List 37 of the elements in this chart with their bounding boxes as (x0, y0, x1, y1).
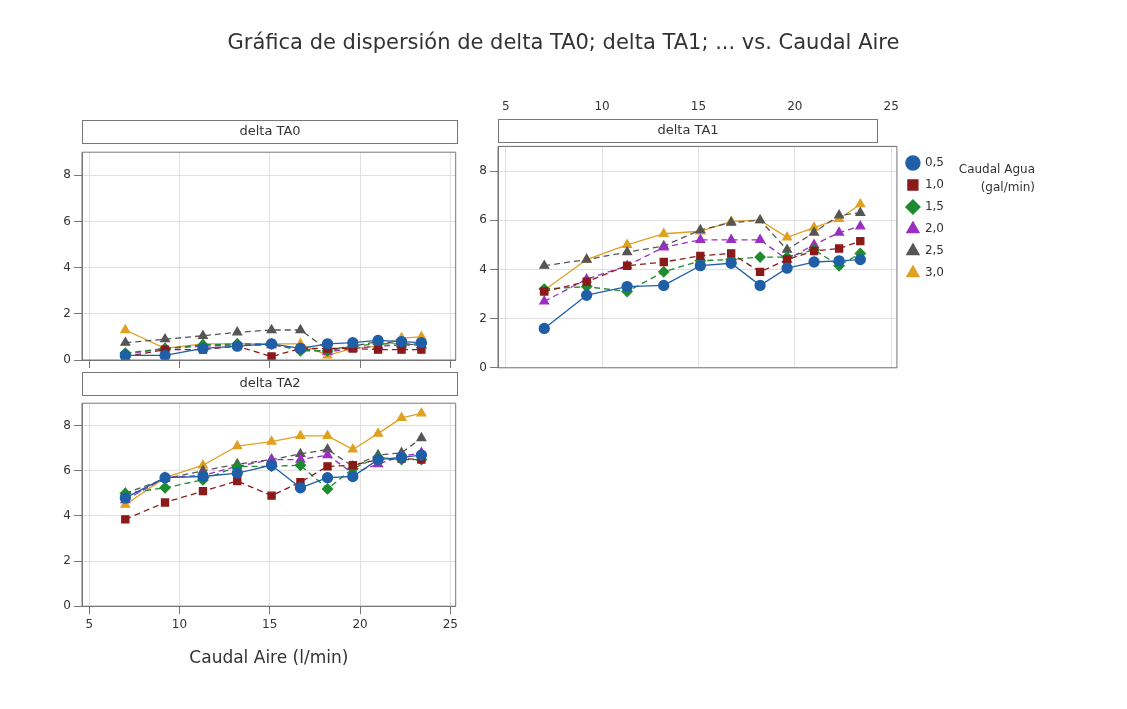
y-tick-label: 0 (63, 352, 71, 367)
y-tick-label: 8 (63, 417, 71, 432)
y-tick-label: 4 (479, 261, 487, 276)
y-tick-label: 6 (63, 462, 71, 477)
x2-tick-label: 10 (594, 99, 610, 114)
x-tick-label: 20 (352, 616, 368, 631)
x-tick-label: 5 (85, 616, 94, 631)
legend-title: Caudal Agua (gal/min) (958, 162, 1035, 194)
y-tick-label: 2 (63, 305, 71, 320)
x2-tick-label: 5 (501, 99, 510, 114)
x-axis-title: Caudal Aire (l/min) (189, 647, 349, 668)
y-tick-label: 0 (63, 598, 71, 613)
y-tick-label: 0 (479, 359, 487, 374)
x-tick-label: 15 (262, 616, 278, 631)
legend-label: 2,0 (924, 221, 945, 236)
y-tick-label: 8 (479, 163, 487, 178)
legend-label: 3,0 (924, 265, 945, 280)
x2-tick-label: 20 (787, 99, 803, 114)
chart-subtitle: delta TA0 (82, 120, 458, 144)
legend-label: 1,0 (924, 177, 945, 192)
chart-subtitle: delta TA1 (498, 119, 878, 143)
x-tick-label: 25 (442, 616, 458, 631)
x2-tick-label: 15 (690, 99, 707, 114)
y-tick-label: 4 (63, 508, 71, 523)
y-tick-label: 2 (63, 553, 71, 568)
x2-tick-label: 25 (883, 99, 899, 114)
y-tick-label: 2 (479, 310, 487, 325)
y-tick-label: 6 (63, 213, 71, 228)
chart-subtitle: delta TA2 (82, 372, 458, 396)
y-tick-label: 8 (63, 167, 71, 182)
x-tick-label: 10 (171, 616, 188, 631)
legend-label: 1,5 (924, 199, 945, 214)
legend-label: 0,5 (924, 155, 945, 170)
y-tick-label: 6 (479, 212, 487, 227)
text: Gráfica de dispersión de delta TA0; delta TA1; ... vs. Caudal Aire (226, 30, 901, 54)
y-tick-label: 4 (63, 259, 71, 274)
legend-label: 2,5 (924, 243, 945, 258)
